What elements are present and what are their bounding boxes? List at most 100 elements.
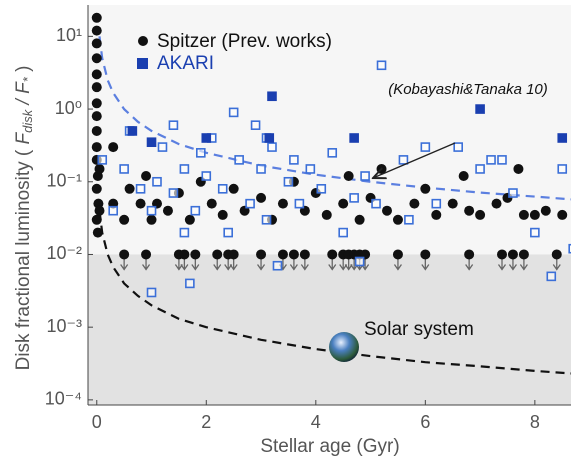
y-tick-label: 10⁻¹ xyxy=(46,171,82,191)
spitzer-point xyxy=(91,38,102,49)
akari-point xyxy=(453,142,463,152)
akari-point xyxy=(196,148,206,158)
akari-point xyxy=(97,155,108,165)
legend-label: Spitzer (Prev. works) xyxy=(157,31,332,52)
x-tick-label: 4 xyxy=(311,412,321,432)
legend-marker xyxy=(137,58,148,69)
spitzer-point xyxy=(119,249,130,260)
spitzer-point xyxy=(458,171,469,182)
spitzer-point xyxy=(162,205,173,216)
akari-point xyxy=(497,155,507,165)
y-tick-label: 10⁻⁴ xyxy=(45,389,82,409)
akari-point xyxy=(354,256,365,267)
spitzer-point xyxy=(256,192,267,203)
akari-point xyxy=(404,214,414,225)
spitzer-point xyxy=(491,198,502,209)
akari-point xyxy=(349,133,359,143)
akari-point xyxy=(289,155,299,165)
spitzer-point xyxy=(464,249,475,260)
akari-point xyxy=(217,184,228,194)
akari-point xyxy=(127,126,138,136)
spitzer-point xyxy=(91,69,102,80)
model-curve xyxy=(98,36,571,201)
akari-point xyxy=(486,155,496,165)
akari-point xyxy=(234,155,244,165)
spitzer-point xyxy=(135,198,146,209)
akari-point xyxy=(557,133,568,143)
y-label-sub2: * xyxy=(20,76,35,82)
spitzer-point xyxy=(228,249,239,260)
akari-point xyxy=(119,164,129,174)
y-label-f2: / F xyxy=(13,81,34,110)
akari-point xyxy=(371,198,381,209)
spitzer-point xyxy=(513,163,524,174)
spitzer-point xyxy=(327,249,338,260)
spitzer-point xyxy=(94,205,105,216)
spitzer-point xyxy=(354,214,365,225)
spitzer-point xyxy=(392,249,403,260)
akari-point xyxy=(283,176,294,187)
spitzer-point xyxy=(212,249,223,260)
spitzer-point xyxy=(94,163,105,174)
spitzer-point xyxy=(190,249,201,260)
akari-point xyxy=(152,176,162,187)
spitzer-point xyxy=(124,183,135,194)
akari-point xyxy=(168,120,179,130)
annotation-arrow xyxy=(373,142,456,178)
akari-point xyxy=(146,287,157,298)
akari-point xyxy=(179,227,190,238)
y-tick-label: 10⁻² xyxy=(46,243,82,263)
akari-point xyxy=(157,142,168,152)
spitzer-point xyxy=(497,249,507,260)
akari-point xyxy=(557,164,568,174)
spitzer-point xyxy=(91,214,102,225)
akari-point xyxy=(431,198,442,209)
akari-point xyxy=(420,142,431,152)
y-axis-label: Disk fractional luminosity ( Fdisk / F* … xyxy=(13,66,35,371)
spitzer-point xyxy=(91,183,102,194)
spitzer-point xyxy=(447,198,458,209)
akari-point xyxy=(272,260,283,271)
spitzer-point xyxy=(91,111,102,122)
akari-point xyxy=(201,133,212,143)
akari-point xyxy=(256,164,266,174)
spitzer-point xyxy=(518,249,529,260)
spitzer-point xyxy=(431,209,442,220)
spitzer-point xyxy=(91,12,102,23)
akari-point xyxy=(179,164,190,174)
akari-point xyxy=(135,184,146,194)
x-tick-label: 2 xyxy=(201,412,211,432)
spitzer-point xyxy=(184,214,195,225)
akari-point xyxy=(146,137,157,148)
akari-point xyxy=(168,188,179,198)
spitzer-point xyxy=(540,205,551,216)
spitzer-point xyxy=(146,214,157,225)
akari-point xyxy=(508,188,518,198)
spitzer-point xyxy=(91,53,102,64)
spitzer-point xyxy=(91,142,102,153)
akari-point xyxy=(475,104,485,114)
legend-label: AKARI xyxy=(157,53,214,74)
y-tick-label: 10⁰ xyxy=(55,98,82,118)
akari-point xyxy=(305,164,316,174)
y-label-sub: disk xyxy=(20,108,35,133)
akari-point xyxy=(338,227,348,238)
akari-point xyxy=(327,148,338,158)
spitzer-point xyxy=(529,209,540,220)
akari-point xyxy=(475,164,485,174)
spitzer-point xyxy=(141,249,152,260)
x-tick-label: 0 xyxy=(92,412,102,432)
spitzer-point xyxy=(119,214,130,225)
spitzer-point xyxy=(277,198,288,209)
spitzer-point xyxy=(382,205,392,216)
akari-point xyxy=(360,171,370,181)
akari-point xyxy=(228,107,239,118)
spitzer-point xyxy=(91,125,102,136)
spitzer-point xyxy=(392,214,403,225)
akari-point xyxy=(530,227,540,238)
akari-point xyxy=(349,193,359,203)
akari-point xyxy=(250,120,261,130)
akari-point xyxy=(146,205,157,216)
